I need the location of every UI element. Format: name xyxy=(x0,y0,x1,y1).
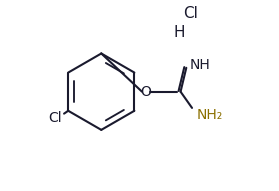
Text: O: O xyxy=(141,85,151,99)
Text: Cl: Cl xyxy=(49,111,62,125)
Text: Cl: Cl xyxy=(183,6,198,21)
Text: H: H xyxy=(174,25,185,40)
Text: NH: NH xyxy=(190,58,211,72)
Text: NH₂: NH₂ xyxy=(197,108,223,122)
